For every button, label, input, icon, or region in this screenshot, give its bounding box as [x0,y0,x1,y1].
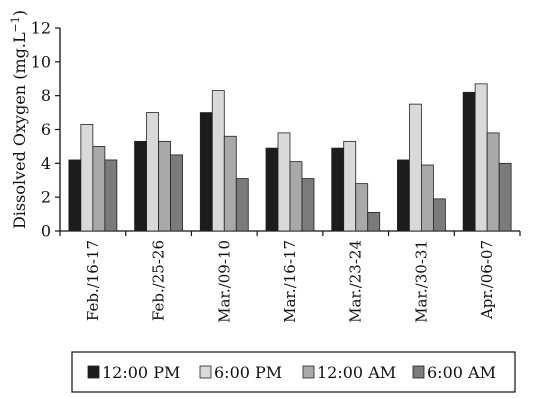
bar [331,147,345,232]
bar [80,124,94,232]
y-tick-label: 12 [31,19,51,38]
bar [265,147,279,232]
legend-swatch [87,365,100,379]
y-axis-title-close: ) [10,10,29,16]
bar [170,154,183,232]
bar [146,112,159,232]
bar [367,211,381,232]
legend-swatch [302,365,315,379]
bar [92,146,106,232]
bar [199,112,213,232]
bar [486,132,500,232]
x-tick-label: Mar./09-10 [215,240,233,323]
legend-swatch [412,365,425,379]
bar [355,183,369,232]
legend-box [71,351,516,393]
x-tick-label: Mar./16-17 [281,240,299,323]
y-tick-label: 8 [41,86,51,105]
legend-label: 12:00 AM [317,363,396,382]
bar [68,159,82,232]
bar [158,140,171,232]
legend-label: 6:00 AM [427,363,496,382]
y-axis-title: Dissolved Oxygen (mg.L−1) [9,10,29,229]
bar [211,90,225,232]
bar [235,178,249,232]
bar [409,103,422,232]
x-tick-label: Mar./23-24 [347,240,365,323]
bar [223,135,237,232]
y-tick-label: 4 [41,154,51,173]
y-tick-label: 2 [41,188,51,207]
x-tick-label: Mar./30-31 [412,240,430,323]
legend-label: 12:00 PM [102,363,180,382]
bar [462,91,476,232]
bar [498,162,512,232]
bar [343,140,357,232]
legend: 12:00 PM 6:00 PM 12:00 AM 6:00 AM [71,351,516,393]
x-tick-label: Feb./16-17 [84,240,102,321]
y-tick-label: 0 [41,222,51,241]
y-tick-label: 10 [31,52,51,71]
bar [104,159,118,232]
x-tick-label: Feb./25-26 [150,240,168,321]
y-axis-title-main: Dissolved Oxygen (mg.L [10,32,29,229]
bar [397,159,410,232]
bar [277,132,291,232]
x-tick-label: Apr./06-07 [478,240,496,320]
legend-label: 6:00 PM [214,363,282,382]
bar [474,83,488,232]
y-axis-title-superscript: −1 [9,16,22,32]
bars-layer [68,83,512,232]
bar [433,198,446,232]
bar [289,161,303,232]
legend-swatch [199,365,212,379]
bar [301,178,315,232]
bar [134,140,147,232]
bar [421,164,434,232]
y-tick-label: 6 [41,120,51,139]
